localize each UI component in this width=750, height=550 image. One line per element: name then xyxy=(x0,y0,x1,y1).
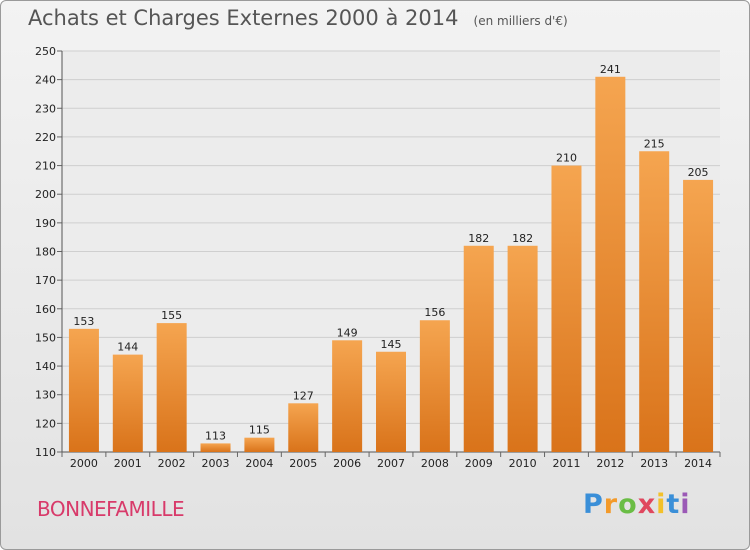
bar-value-label: 145 xyxy=(381,338,402,351)
x-tick-label: 2013 xyxy=(640,457,668,470)
y-tick-label: 130 xyxy=(35,389,56,402)
x-tick-label: 2011 xyxy=(552,457,580,470)
bar-value-label: 210 xyxy=(556,152,577,165)
x-tick-label: 2010 xyxy=(509,457,537,470)
x-tick-label: 2000 xyxy=(70,457,98,470)
y-tick-label: 150 xyxy=(35,331,56,344)
chart-title: Achats et Charges Externes 2000 à 2014 xyxy=(28,6,459,30)
bar-value-label: 144 xyxy=(117,341,138,354)
bar xyxy=(639,151,670,452)
commune-name: BONNEFAMILLE xyxy=(37,497,185,521)
y-tick-label: 160 xyxy=(35,303,56,316)
bar-value-label: 153 xyxy=(73,315,94,328)
bar-value-label: 182 xyxy=(512,232,533,245)
x-tick-label: 2004 xyxy=(245,457,273,470)
y-tick-label: 220 xyxy=(35,131,56,144)
x-tick-label: 2003 xyxy=(202,457,230,470)
y-tick-label: 180 xyxy=(35,246,56,259)
x-tick-label: 2006 xyxy=(333,457,361,470)
bar-value-label: 127 xyxy=(293,389,314,402)
x-tick-label: 2014 xyxy=(684,457,712,470)
y-tick-label: 170 xyxy=(35,274,56,287)
x-tick-label: 2002 xyxy=(158,457,186,470)
bar-value-label: 156 xyxy=(424,306,445,319)
bar xyxy=(463,245,494,452)
proxiti-logo: Proxiti xyxy=(583,489,691,520)
chart-unit: (en milliers d'€) xyxy=(473,14,568,28)
bar-value-label: 182 xyxy=(468,232,489,245)
bar xyxy=(419,320,450,452)
x-tick-label: 2001 xyxy=(114,457,142,470)
x-tick-label: 2007 xyxy=(377,457,405,470)
y-tick-label: 210 xyxy=(35,160,56,173)
bar-value-label: 115 xyxy=(249,424,270,437)
x-tick-label: 2005 xyxy=(289,457,317,470)
x-tick-label: 2012 xyxy=(596,457,624,470)
bar xyxy=(332,340,363,452)
bar xyxy=(551,165,582,453)
chart-title-block: Achats et Charges Externes 2000 à 2014 (… xyxy=(28,6,568,30)
x-tick-label: 2009 xyxy=(465,457,493,470)
bar xyxy=(112,354,143,452)
bar xyxy=(200,443,231,452)
bar xyxy=(156,323,187,452)
bar-value-label: 205 xyxy=(688,166,709,179)
bar xyxy=(288,403,319,452)
bar xyxy=(376,351,406,452)
bar xyxy=(595,76,626,453)
bar xyxy=(507,245,538,452)
bar xyxy=(683,179,714,452)
y-tick-label: 230 xyxy=(35,102,56,115)
bar-value-label: 149 xyxy=(337,326,358,339)
y-tick-label: 200 xyxy=(35,188,56,201)
bar-value-label: 113 xyxy=(205,429,226,442)
y-tick-label: 120 xyxy=(35,417,56,430)
x-tick-label: 2008 xyxy=(421,457,449,470)
bar-value-label: 241 xyxy=(600,63,621,76)
y-tick-label: 250 xyxy=(35,45,56,58)
bar xyxy=(244,437,275,452)
y-tick-label: 140 xyxy=(35,360,56,373)
y-tick-label: 190 xyxy=(35,217,56,230)
bar-value-label: 155 xyxy=(161,309,182,322)
y-tick-label: 110 xyxy=(35,446,56,459)
bar-value-label: 215 xyxy=(644,137,665,150)
y-tick-label: 240 xyxy=(35,74,56,87)
bar xyxy=(68,328,99,452)
